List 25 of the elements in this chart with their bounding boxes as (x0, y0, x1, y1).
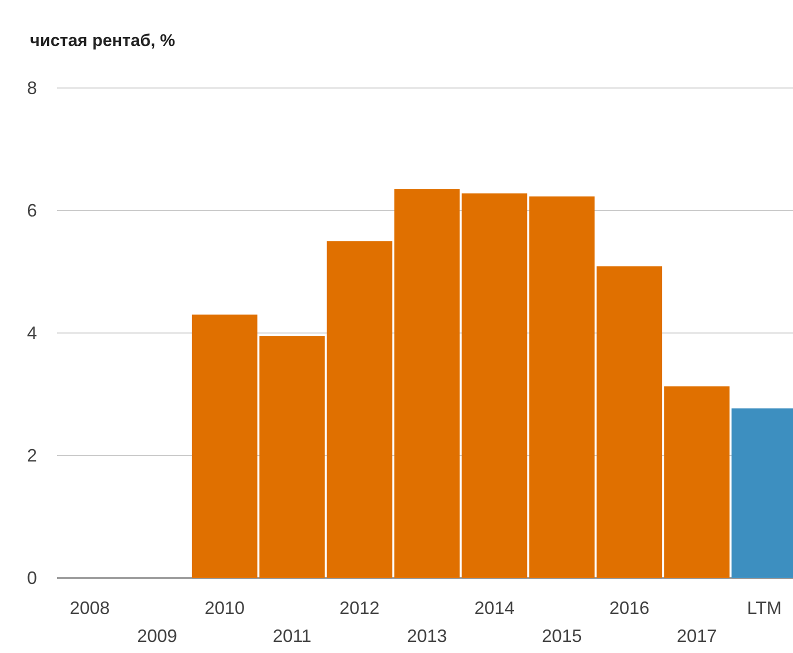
x-tick-label: 2017 (676, 626, 717, 646)
x-tick-label: 2008 (70, 598, 110, 618)
bar (664, 386, 730, 578)
x-tick-label: 2014 (474, 598, 514, 618)
bar (259, 336, 325, 578)
x-tick-label: 2011 (272, 626, 312, 646)
bar (596, 266, 662, 578)
y-tick-label: 8 (26, 78, 37, 98)
bar (326, 241, 392, 578)
y-tick-label: 2 (26, 445, 37, 466)
x-tick-label: 2013 (406, 626, 448, 646)
bar (394, 189, 460, 578)
x-tick-label: 2015 (542, 626, 582, 646)
x-tick-label: 2010 (204, 598, 245, 618)
y-tick-label: 0 (26, 568, 37, 588)
bar (192, 314, 258, 578)
y-tick-label: 6 (26, 200, 37, 220)
x-tick-label: 2012 (340, 598, 380, 618)
chart-title: чистая рентаб, % (30, 31, 176, 50)
x-tick-label: 2009 (137, 626, 178, 646)
x-tick-label: LTM (746, 598, 782, 618)
bar (529, 196, 595, 578)
x-tick-label: 2016 (609, 598, 650, 618)
y-tick-label: 4 (26, 322, 37, 343)
bar (462, 193, 528, 578)
